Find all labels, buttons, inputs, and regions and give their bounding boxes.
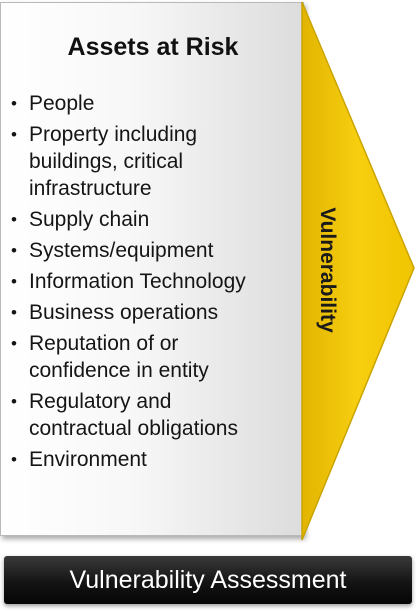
list-item: • Systems/equipment: [11, 237, 301, 264]
footer-label: Vulnerability Assessment: [69, 565, 347, 594]
bullet-icon: •: [11, 125, 17, 144]
bullet-icon: •: [11, 210, 17, 229]
list-item: • Regulatory and contractual obligations: [11, 388, 301, 442]
list-item-text: Reputation of or confidence in entity: [29, 332, 209, 382]
bullet-icon: •: [11, 272, 17, 291]
list-item-text: Systems/equipment: [29, 239, 214, 262]
list-item-text: Property including buildings, critical i…: [29, 123, 198, 200]
vulnerability-assessment-bar: Vulnerability Assessment: [4, 556, 412, 604]
bullet-icon: •: [11, 392, 17, 411]
bullet-icon: •: [11, 94, 17, 113]
list-item: • Information Technology: [11, 268, 301, 295]
bullet-icon: •: [11, 450, 17, 469]
list-item: • Property including buildings, critical …: [11, 121, 301, 202]
bullet-icon: •: [11, 303, 17, 322]
list-item-text: Environment: [29, 448, 147, 471]
vulnerability-arrow-icon: [301, 1, 415, 541]
list-item: • Supply chain: [11, 206, 301, 233]
assets-at-risk-panel: Assets at Risk • People • Property includi…: [0, 2, 304, 536]
bullet-icon: •: [11, 334, 17, 353]
list-item-text: Supply chain: [29, 208, 150, 231]
arrow-shape: [301, 1, 415, 541]
arrow-label: Vulnerability: [316, 207, 339, 333]
list-item: • People: [11, 90, 301, 117]
panel-title: Assets at Risk: [67, 33, 239, 61]
assets-list: • People • Property including buildings, c…: [11, 90, 301, 477]
list-item-text: Information Technology: [29, 270, 246, 293]
bullet-icon: •: [11, 241, 17, 260]
list-item-text: Business operations: [29, 301, 219, 324]
list-item: • Reputation of or confidence in entity: [11, 330, 301, 384]
list-item-text: People: [29, 92, 95, 115]
list-item: • Business operations: [11, 299, 301, 326]
list-item-text: Regulatory and contractual obligations: [29, 390, 238, 440]
list-item: • Environment: [11, 446, 301, 473]
